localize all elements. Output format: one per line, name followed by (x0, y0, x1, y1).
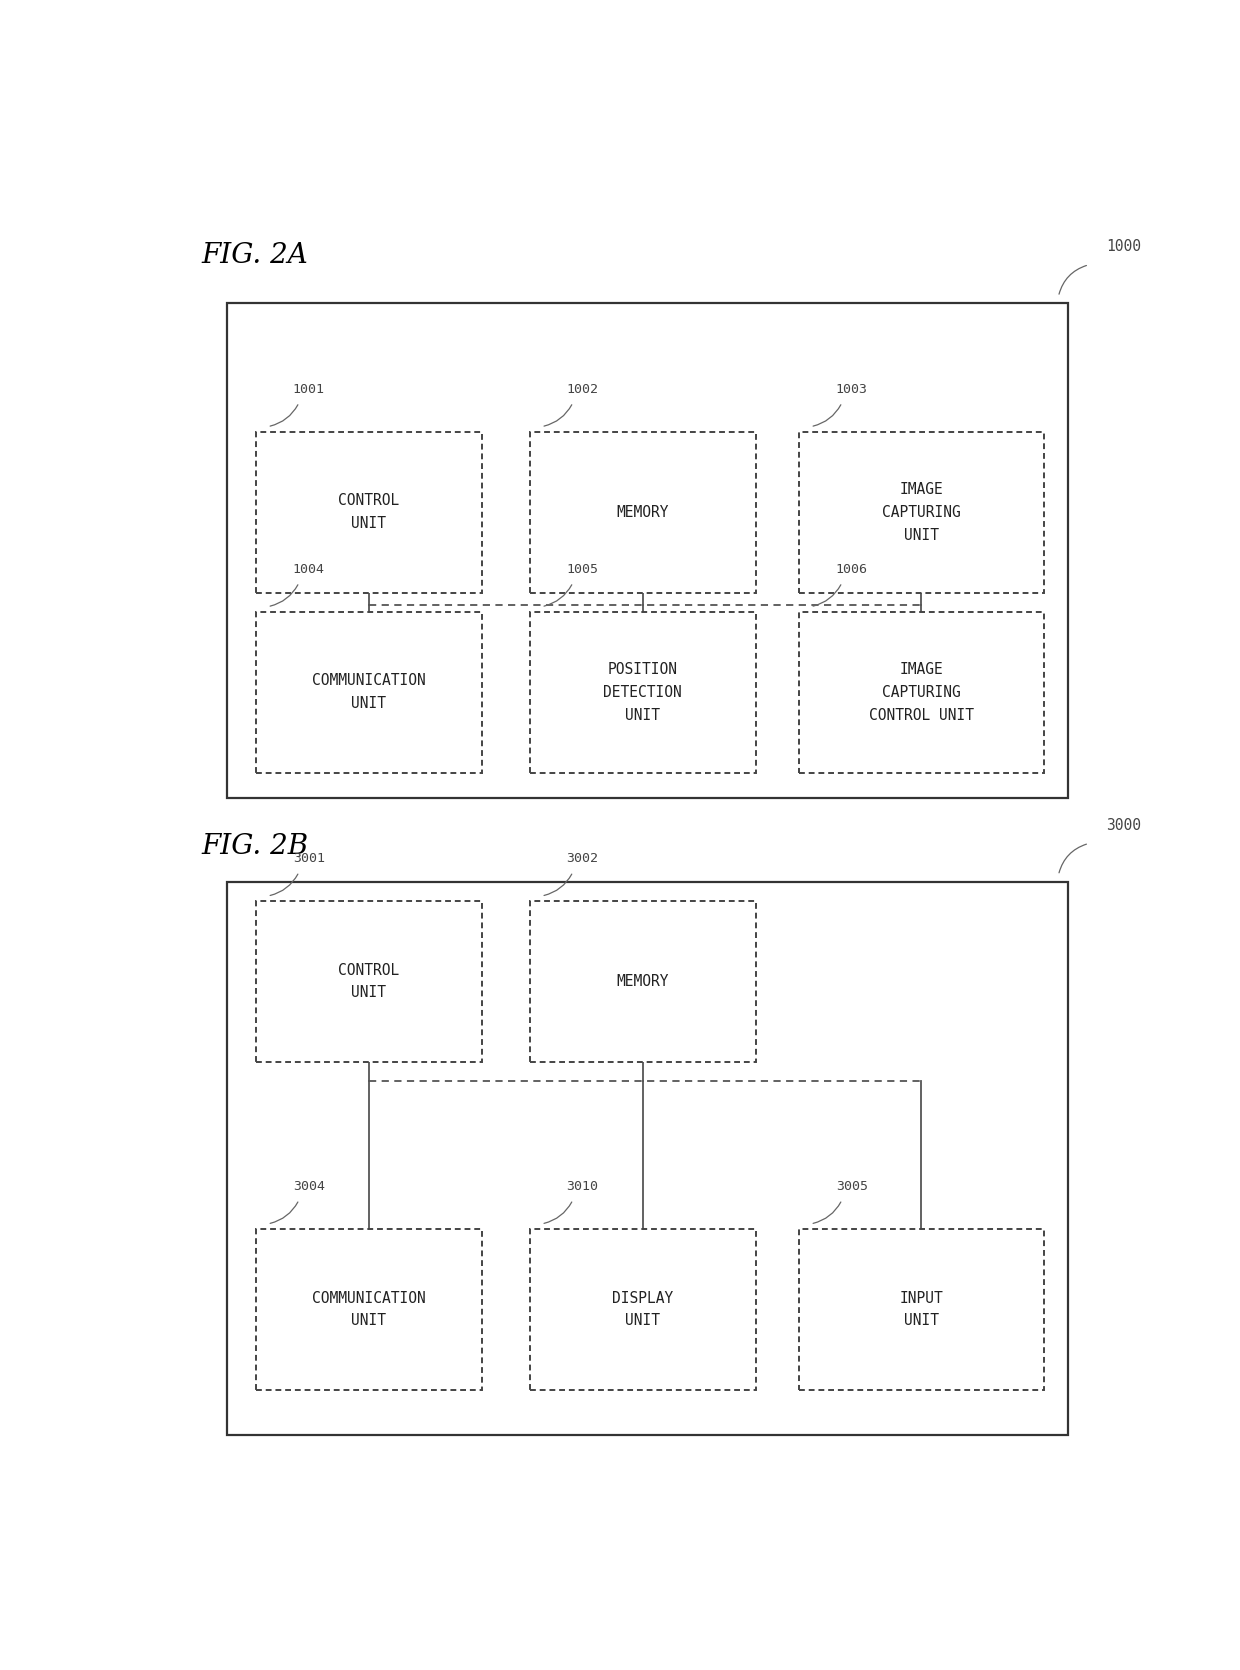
Text: INPUT
UNIT: INPUT UNIT (899, 1291, 944, 1328)
Text: COMMUNICATION
UNIT: COMMUNICATION UNIT (312, 1291, 425, 1328)
Text: 1005: 1005 (567, 563, 599, 576)
Bar (255, 611, 481, 773)
Bar (255, 433, 481, 593)
Text: 3005: 3005 (836, 1181, 868, 1192)
Bar (529, 902, 755, 1062)
Text: 1006: 1006 (836, 563, 868, 576)
Text: 1004: 1004 (293, 563, 325, 576)
Text: MEMORY: MEMORY (616, 504, 668, 519)
Text: IMAGE
CAPTURING
UNIT: IMAGE CAPTURING UNIT (882, 483, 961, 543)
Bar (227, 882, 1068, 1435)
Bar (255, 1229, 481, 1389)
Text: IMAGE
CAPTURING
CONTROL UNIT: IMAGE CAPTURING CONTROL UNIT (869, 661, 973, 723)
Text: MEMORY: MEMORY (616, 974, 668, 989)
Bar (529, 433, 755, 593)
Bar (799, 433, 1044, 593)
Text: DISPLAY
UNIT: DISPLAY UNIT (613, 1291, 673, 1328)
Text: COMMUNICATION
UNIT: COMMUNICATION UNIT (312, 673, 425, 711)
Bar (799, 1229, 1044, 1389)
Bar (799, 611, 1044, 773)
Bar (529, 1229, 755, 1389)
Text: POSITION
DETECTION
UNIT: POSITION DETECTION UNIT (604, 661, 682, 723)
Text: FIG. 2A: FIG. 2A (201, 242, 308, 269)
Text: 1003: 1003 (836, 382, 868, 396)
Text: CONTROL
UNIT: CONTROL UNIT (339, 493, 399, 531)
Bar (255, 902, 481, 1062)
Text: 1000: 1000 (1106, 239, 1141, 254)
Text: 3000: 3000 (1106, 818, 1141, 833)
Text: 3010: 3010 (567, 1181, 599, 1192)
Text: FIG. 2B: FIG. 2B (201, 833, 309, 860)
Text: 3004: 3004 (293, 1181, 325, 1192)
Text: 1001: 1001 (293, 382, 325, 396)
Text: 1002: 1002 (567, 382, 599, 396)
Text: CONTROL
UNIT: CONTROL UNIT (339, 962, 399, 1000)
Text: 3002: 3002 (567, 852, 599, 865)
Bar (529, 611, 755, 773)
Text: 3001: 3001 (293, 852, 325, 865)
Bar (227, 304, 1068, 798)
